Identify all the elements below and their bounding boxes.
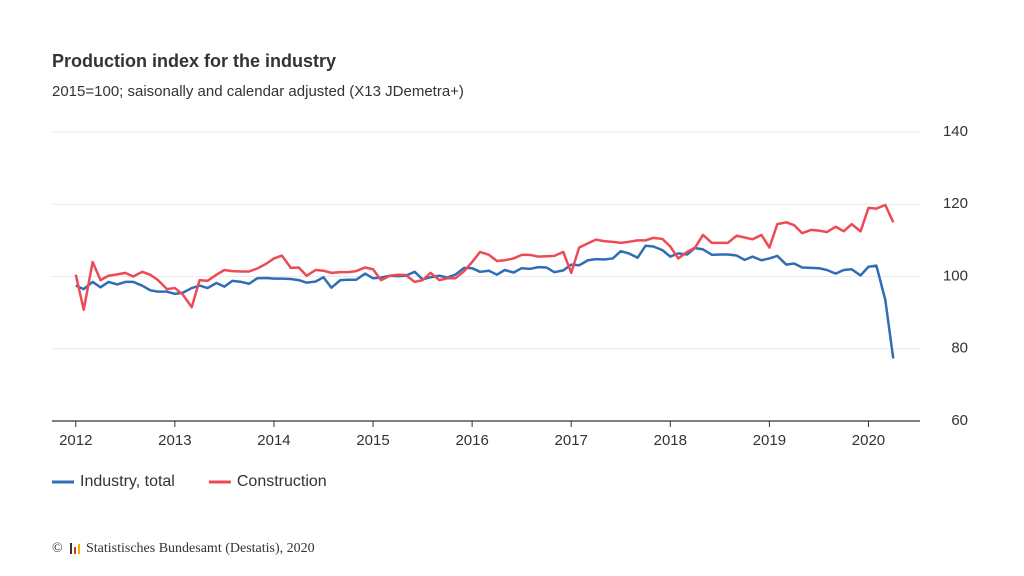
x-tick-label: 2013 <box>158 432 191 449</box>
legend-label: Construction <box>237 473 327 490</box>
y-tick-label: 80 <box>951 340 968 357</box>
x-tick-label: 2014 <box>257 432 290 449</box>
chart-title: Production index for the industry <box>52 51 336 71</box>
x-tick-label: 2015 <box>356 432 389 449</box>
line <box>75 244 895 359</box>
x-tick-label: 2018 <box>654 432 687 449</box>
logo <box>70 543 80 554</box>
y-tick-label: 120 <box>943 195 968 212</box>
x-tick-label: 2020 <box>852 432 885 449</box>
x-tick-label: 2016 <box>455 432 488 449</box>
x-tick-label: 2012 <box>59 432 92 449</box>
source: Statistisches Bundesamt (Destatis), 2020 <box>86 541 315 556</box>
line <box>74 203 895 311</box>
copyright: © <box>52 541 63 556</box>
x-tick-label: 2017 <box>555 432 588 449</box>
x-tick-label: 2019 <box>753 432 786 449</box>
legend-label: Industry, total <box>80 473 175 490</box>
chart-subtitle: 2015=100; saisonally and calendar adjust… <box>52 83 464 100</box>
y-tick-label: 60 <box>951 412 968 429</box>
y-tick-label: 140 <box>943 123 968 140</box>
y-tick-label: 100 <box>943 267 968 284</box>
